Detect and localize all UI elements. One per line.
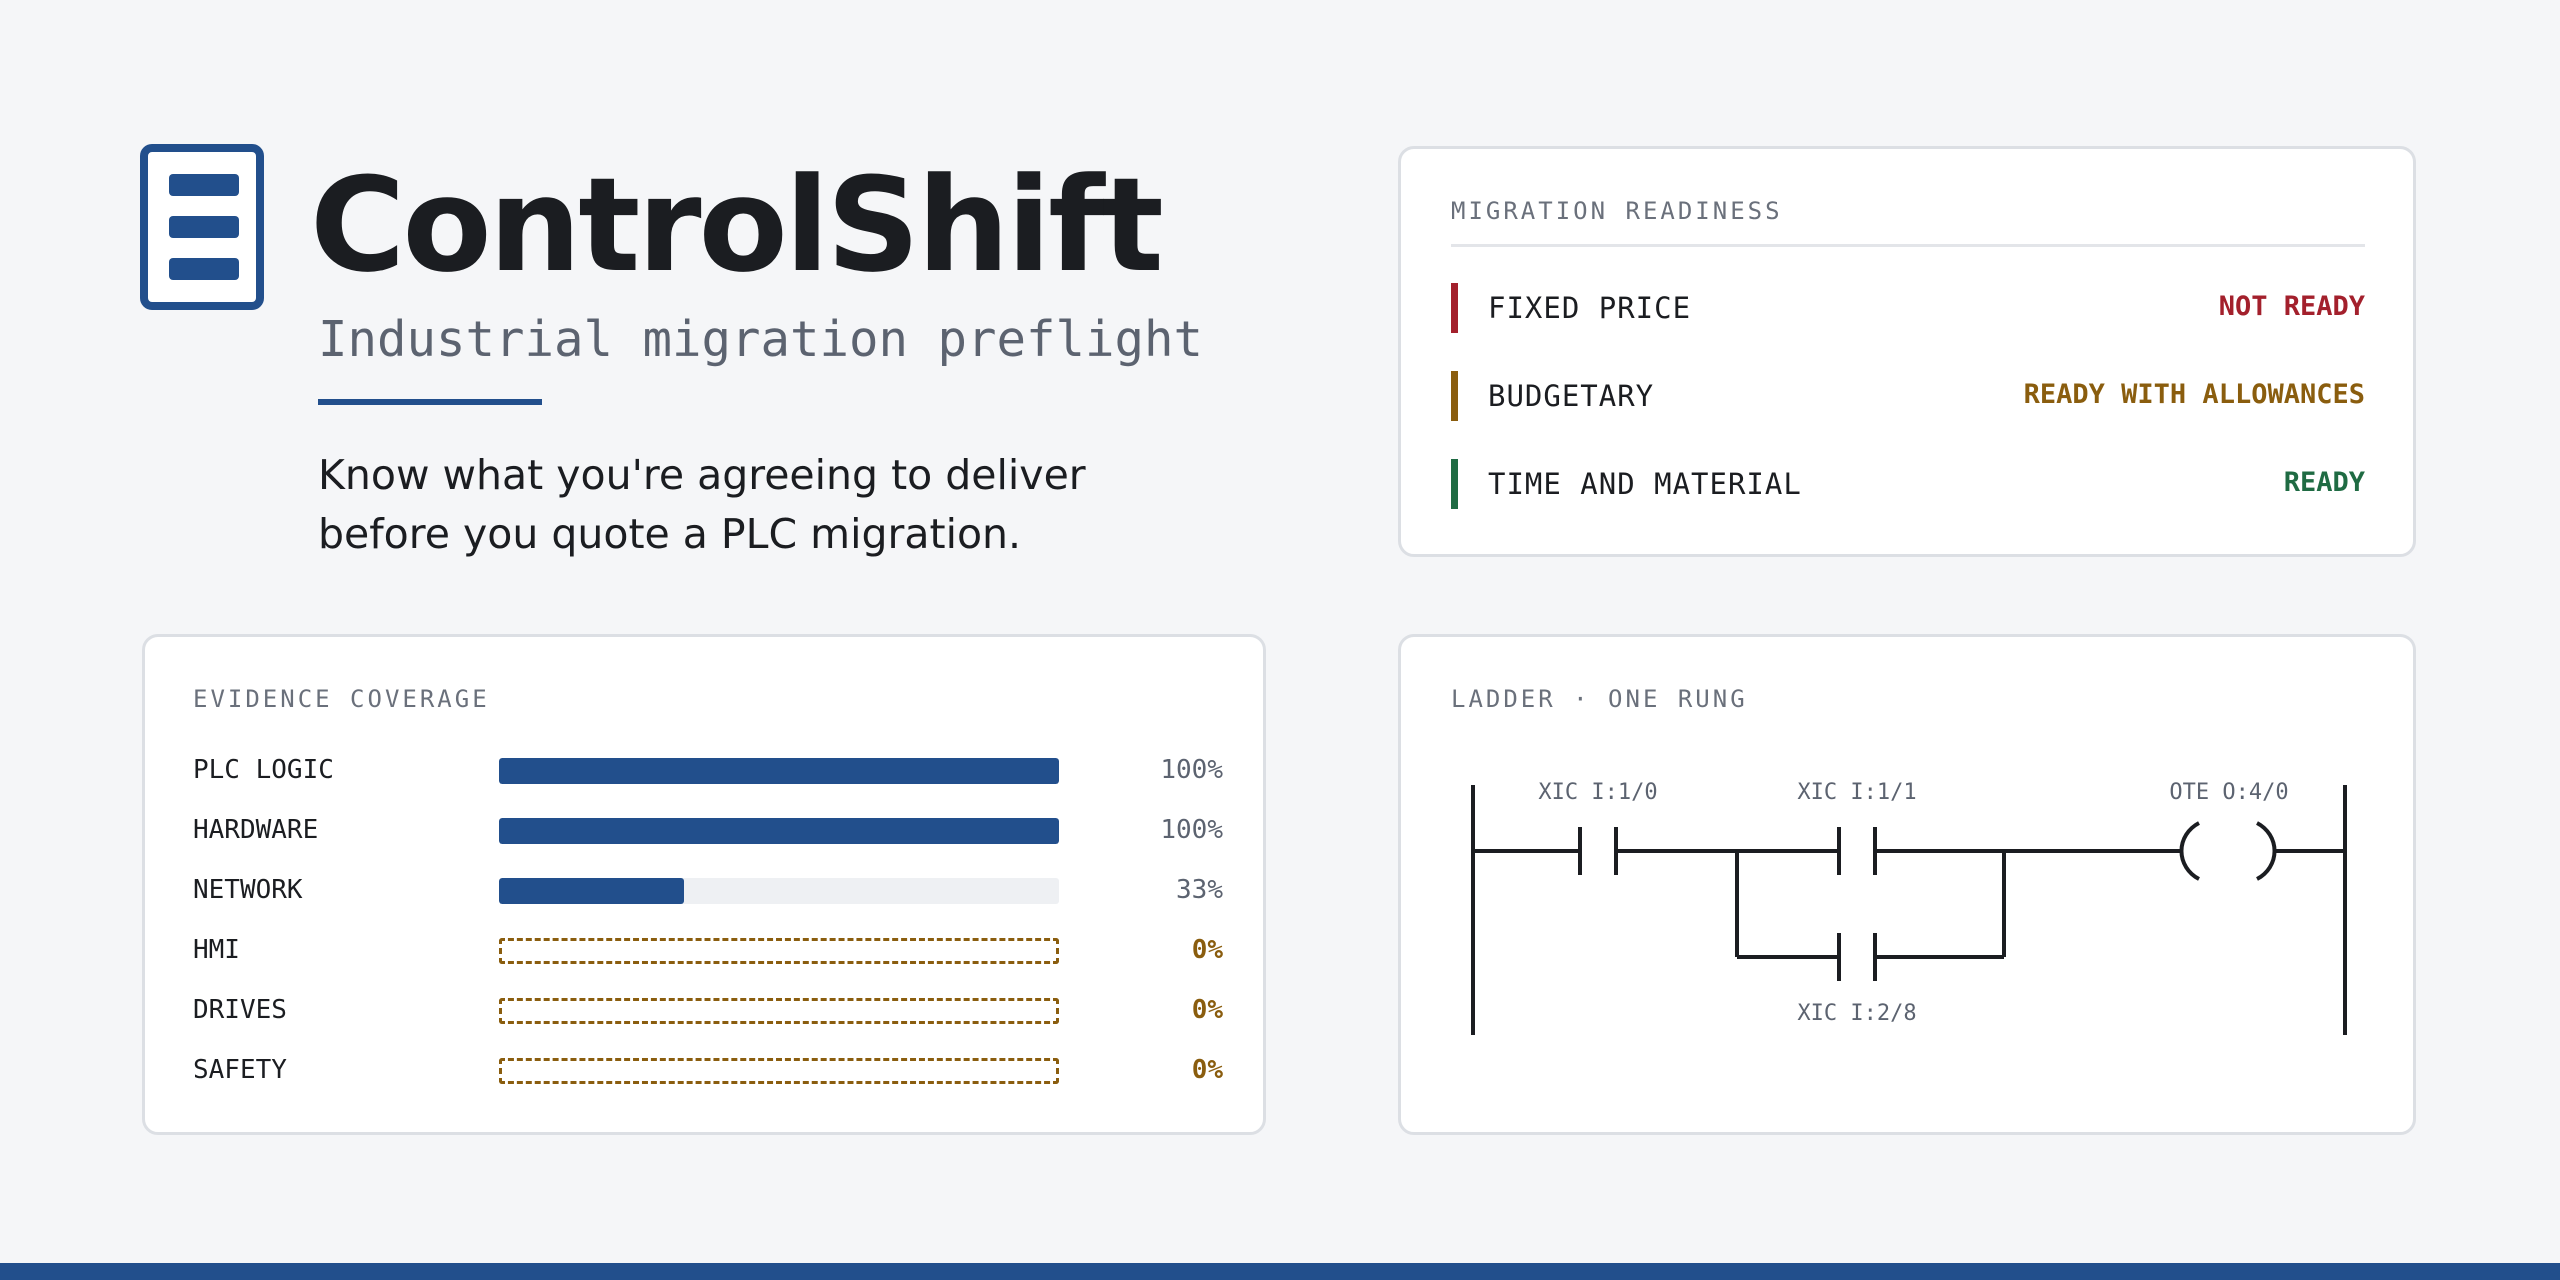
evidence-title: EVIDENCE COVERAGE <box>193 685 490 713</box>
contact-branch-label: XIC I:2/8 <box>1797 1001 1916 1026</box>
coverage-label: NETWORK <box>193 875 303 905</box>
readiness-card: MIGRATION READINESS FIXED PRICE NOT READ… <box>1398 146 2416 557</box>
status-badge: NOT READY <box>2218 291 2365 322</box>
readiness-row: TIME AND MATERIAL READY <box>1451 459 2365 509</box>
contact-1-label: XIC I:1/0 <box>1538 780 1657 805</box>
coverage-percent: 0% <box>1191 935 1223 965</box>
coverage-bar <box>499 878 1059 904</box>
coverage-percent: 100% <box>1160 755 1223 785</box>
status-flag <box>1451 371 1458 421</box>
coverage-label: HARDWARE <box>193 815 319 845</box>
readiness-row-name: FIXED PRICE <box>1488 291 1692 325</box>
tagline: Know what you're agreeing to deliver bef… <box>318 446 1218 564</box>
coverage-bar <box>499 938 1059 964</box>
coverage-row: HMI 0% <box>193 930 1223 970</box>
tagline-line: Know what you're agreeing to deliver <box>318 451 1086 499</box>
coverage-bar <box>499 1058 1059 1084</box>
coverage-row: PLC LOGIC 100% <box>193 750 1223 790</box>
tagline-line: before you quote a PLC migration. <box>318 510 1022 558</box>
status-flag <box>1451 459 1458 509</box>
coverage-fill <box>499 878 684 904</box>
coverage-fill <box>499 818 1059 844</box>
readiness-row: BUDGETARY READY WITH ALLOWANCES <box>1451 371 2365 421</box>
coil <box>2179 821 2200 881</box>
logo-line <box>169 258 239 280</box>
document-lines-icon <box>140 144 264 310</box>
status-badge: READY WITH ALLOWANCES <box>2023 379 2365 410</box>
coverage-row: NETWORK 33% <box>193 870 1223 910</box>
logo-line <box>169 174 239 196</box>
coverage-bar <box>499 998 1059 1024</box>
coverage-label: PLC LOGIC <box>193 755 334 785</box>
readiness-row-name: TIME AND MATERIAL <box>1488 467 1802 501</box>
coverage-percent: 0% <box>1191 995 1223 1025</box>
coverage-bar <box>499 758 1059 784</box>
logo-line <box>169 216 239 238</box>
ladder-card: LADDER · ONE RUNG XIC I:1/0 XIC I:1/1 OT… <box>1398 634 2416 1135</box>
ladder-title: LADDER · ONE RUNG <box>1451 685 1748 713</box>
coverage-label: SAFETY <box>193 1055 287 1085</box>
coil <box>2256 821 2277 881</box>
ladder-diagram: XIC I:1/0 XIC I:1/1 OTE O:4/0 XIC I:2/8 <box>1471 780 2347 1035</box>
readiness-row-name: BUDGETARY <box>1488 379 1655 413</box>
coverage-percent: 33% <box>1176 875 1223 905</box>
brand-name: ControlShift <box>310 149 1164 301</box>
coverage-bar <box>499 818 1059 844</box>
coverage-row: HARDWARE 100% <box>193 810 1223 850</box>
brand-subtitle: Industrial migration preflight <box>318 311 1204 368</box>
contact-2-label: XIC I:1/1 <box>1797 780 1916 805</box>
divider <box>1451 244 2365 247</box>
readiness-title: MIGRATION READINESS <box>1451 197 1783 225</box>
coverage-row: DRIVES 0% <box>193 990 1223 1030</box>
footer-bar <box>0 1263 2560 1280</box>
coil-label: OTE O:4/0 <box>2169 780 2288 805</box>
readiness-row: FIXED PRICE NOT READY <box>1451 283 2365 333</box>
coverage-label: DRIVES <box>193 995 287 1025</box>
status-flag <box>1451 283 1458 333</box>
coverage-fill <box>499 758 1059 784</box>
coverage-percent: 100% <box>1160 815 1223 845</box>
coverage-label: HMI <box>193 935 240 965</box>
evidence-card: EVIDENCE COVERAGE PLC LOGIC 100% HARDWAR… <box>142 634 1266 1135</box>
coverage-row: SAFETY 0% <box>193 1050 1223 1090</box>
status-badge: READY <box>2283 467 2365 498</box>
coverage-percent: 0% <box>1191 1055 1223 1085</box>
accent-rule <box>318 399 542 405</box>
